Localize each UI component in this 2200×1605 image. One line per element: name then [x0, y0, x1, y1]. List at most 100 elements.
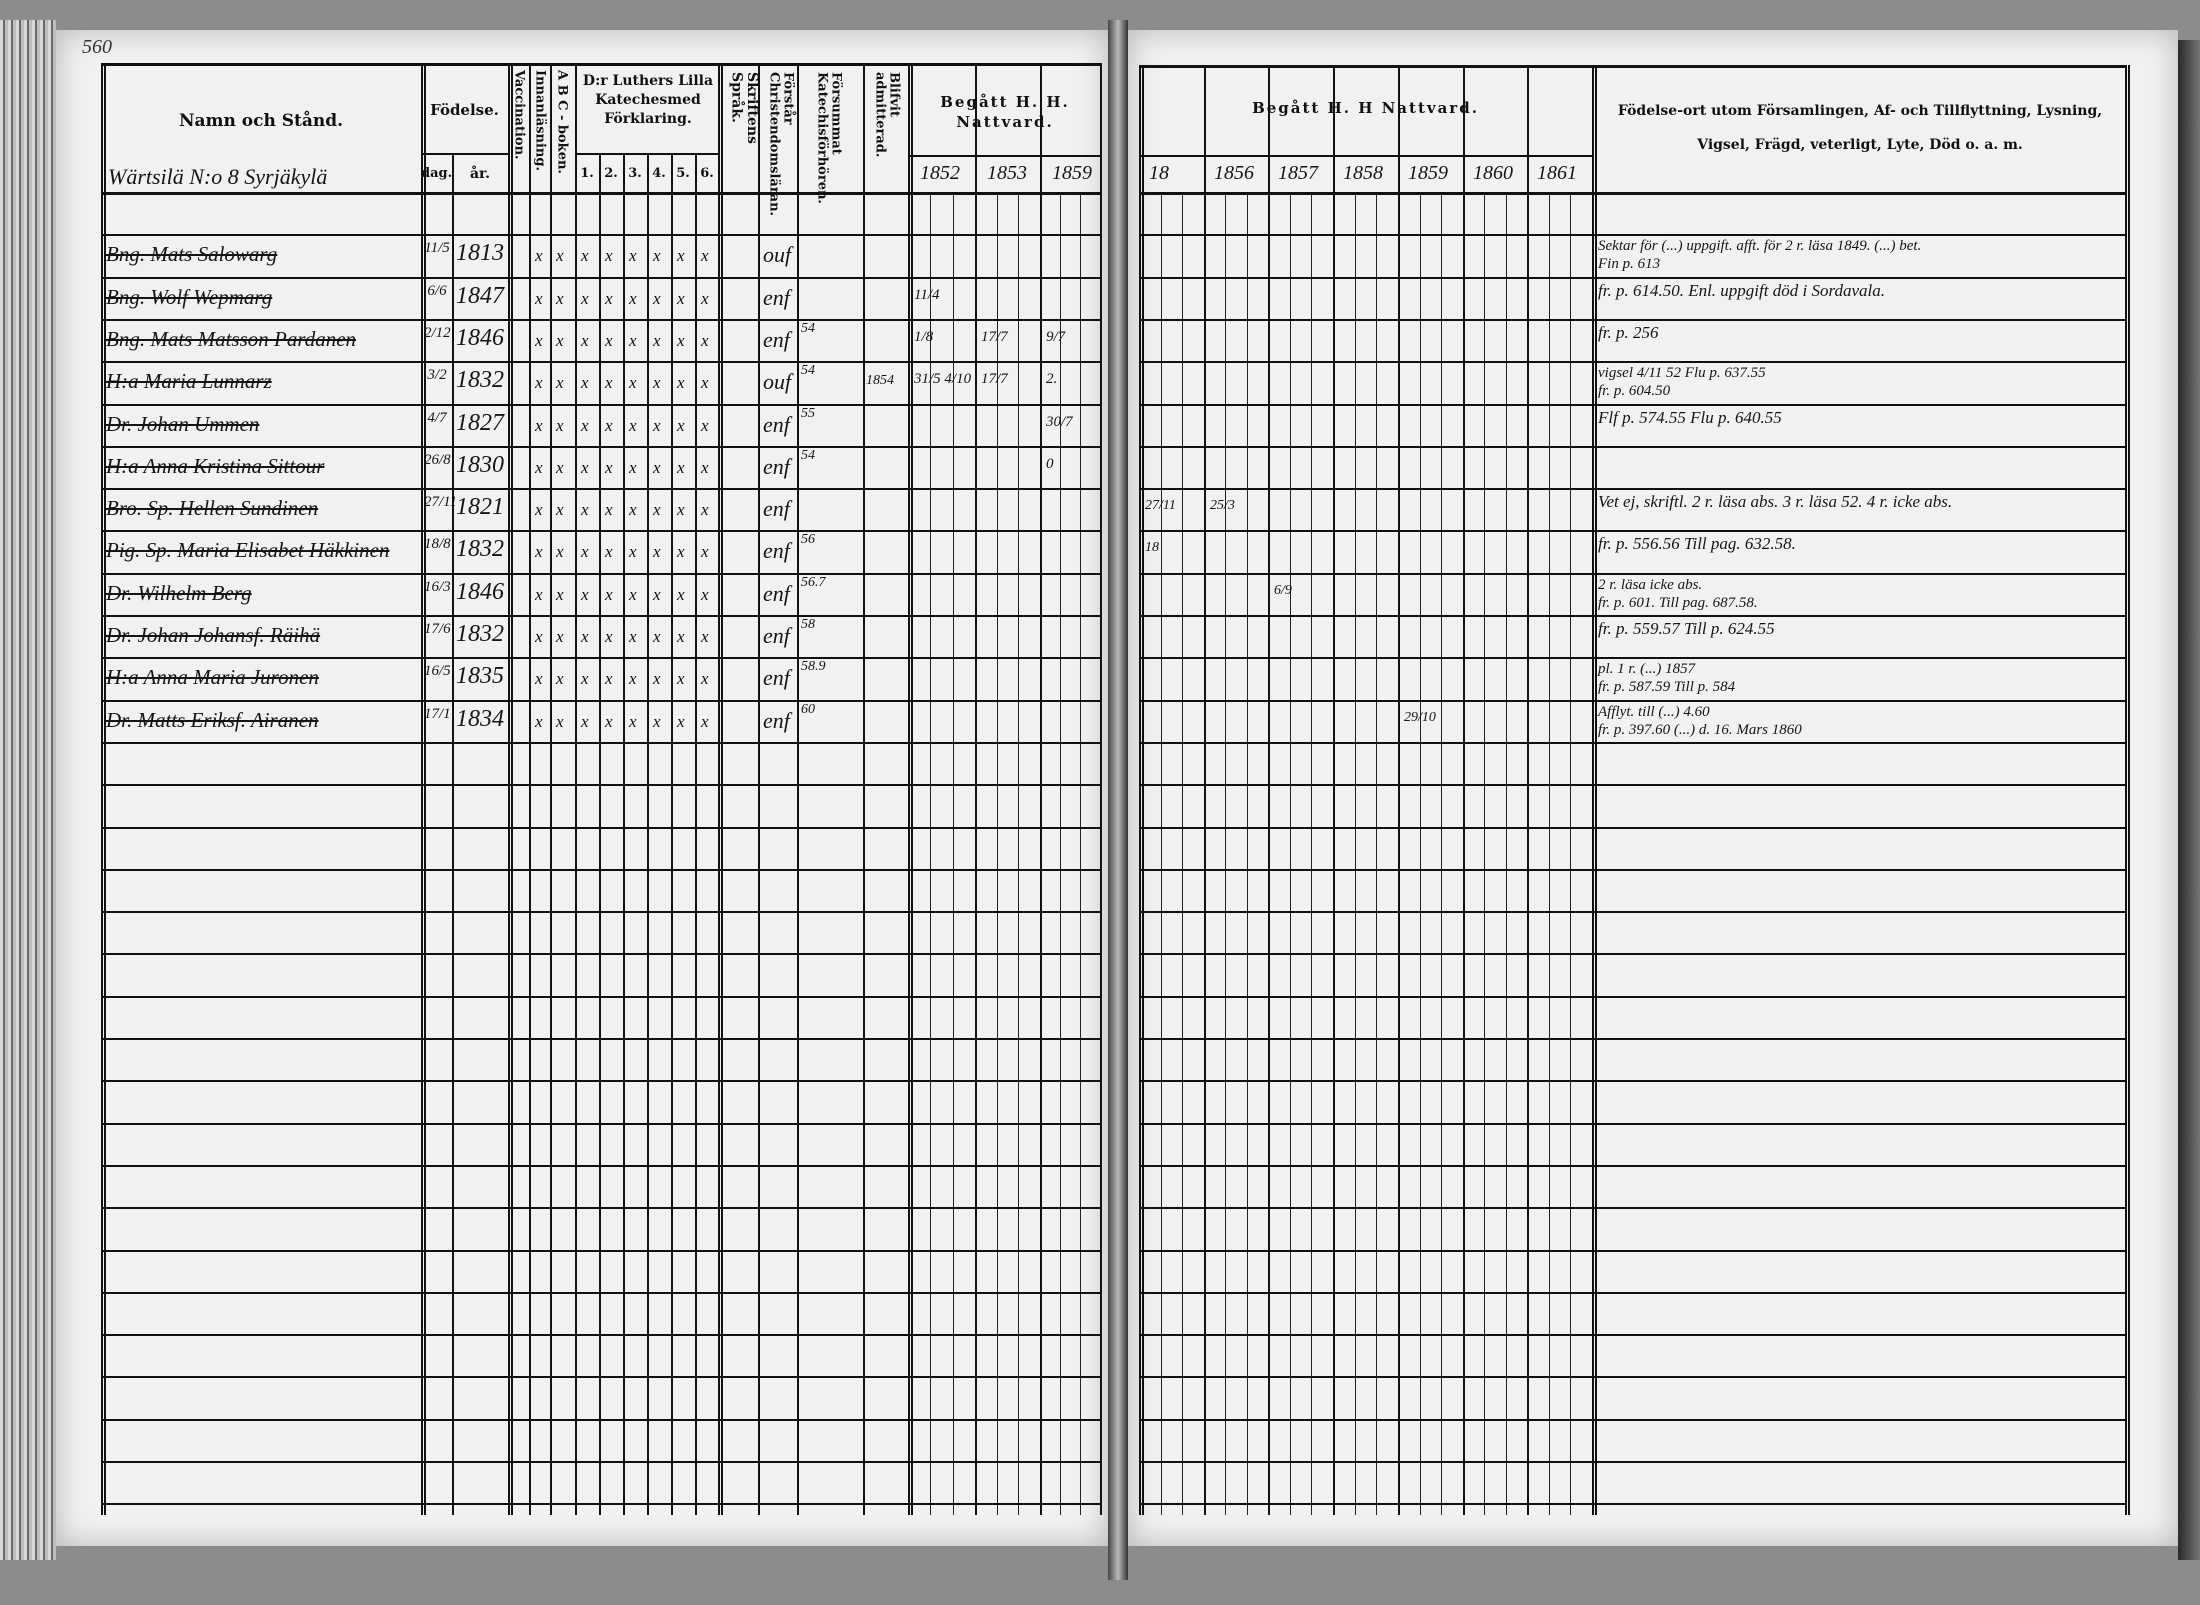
mark: x [605, 627, 613, 646]
mark: x [629, 288, 637, 308]
understands-mark: enf [763, 538, 790, 564]
missed-year: 54 [801, 363, 815, 379]
mark: x [605, 415, 613, 435]
person-name: H:a Anna Kristina Sittour [106, 453, 325, 478]
column-rule [529, 63, 531, 1515]
mark: x [677, 373, 685, 393]
column-rule [1333, 65, 1335, 1515]
mark: x [701, 627, 709, 646]
person-name: H:a Maria Lunnarz [106, 369, 272, 394]
mark: x [701, 500, 709, 520]
row-rule [101, 1080, 1100, 1083]
row-note: fr. p. 397.60 (...) d. 16. Mars 1860 [1598, 721, 1802, 738]
mark: x [677, 627, 685, 646]
mark: x [629, 457, 637, 477]
mark: x [701, 373, 709, 393]
row-note: fr. p. 604.50 [1598, 383, 1671, 400]
birth-day: 16/3 [424, 578, 451, 595]
communion-date: 31/5 4/10 [914, 371, 972, 388]
column-rule [421, 63, 426, 1515]
header-missed: Försummat Katechisförhören. [814, 72, 844, 204]
mark: x [605, 711, 613, 731]
row-rule [101, 276, 1100, 279]
mark: x [556, 627, 564, 646]
row-note: fr. p. 256 [1598, 322, 1659, 342]
mark: x [653, 288, 661, 308]
person-name: Bng. Mats Matsson Pardanen [106, 326, 357, 351]
birth-year: 1830 [456, 451, 504, 478]
missed-year: 54 [801, 447, 815, 463]
birth-year: 1832 [456, 536, 504, 563]
row-rule [1139, 1461, 2125, 1463]
sub-column-rule [1182, 192, 1184, 1515]
column-rule [575, 63, 577, 1515]
column-rule [452, 153, 454, 1515]
row-rule [101, 445, 1100, 448]
birth-day: 6/6 [427, 282, 447, 299]
mark: x [581, 542, 589, 562]
mark: x [556, 415, 564, 435]
header-catechism-part: 5. [676, 166, 690, 181]
birth-year: 1832 [456, 367, 504, 394]
mark: x [677, 246, 685, 266]
row-rule [101, 1164, 1100, 1167]
mark: x [556, 669, 564, 689]
mark: x [556, 500, 564, 520]
row-rule [1139, 699, 2125, 702]
row-rule [1139, 403, 2125, 406]
mark: x [629, 246, 637, 266]
mark: x [653, 246, 661, 266]
row-note: Flf p. 574.55 Flu p. 640.55 [1598, 407, 1782, 427]
birth-year: 1832 [456, 621, 504, 647]
header-communion-year: 1857 [1278, 162, 1318, 184]
person-name: H:a Anna Maria Juronen [106, 665, 319, 690]
row-rule [101, 615, 1100, 617]
mark: x [653, 373, 661, 393]
header-notes-2: Vigsel, Frägd, veterligt, Lyte, Död o. a… [1697, 137, 2023, 153]
column-rule [863, 63, 865, 1515]
column-rule [1527, 65, 1529, 1515]
sub-column-rule [1419, 192, 1421, 1515]
row-rule [1139, 868, 2125, 871]
understands-mark: enf [763, 326, 790, 352]
communion-date: 17/7 [981, 371, 1008, 388]
missed-year: 58 [801, 617, 815, 632]
mark: x [556, 584, 564, 604]
mark: x [535, 500, 543, 520]
mark: x [629, 584, 637, 604]
mark: x [653, 669, 661, 689]
header-understands: Förstår Christendomsläran. [766, 72, 796, 217]
row-rule [101, 318, 1100, 321]
mark: x [556, 711, 564, 731]
sub-column-rule [1160, 192, 1162, 1515]
mark: x [605, 288, 613, 308]
row-rule [1139, 1376, 2125, 1379]
sub-column-rule [1311, 192, 1313, 1515]
person-name: Dr. Wilhelm Berg [106, 580, 252, 605]
birth-day: 11/5 [424, 240, 450, 257]
header-catechism-part: 4. [652, 166, 666, 181]
understands-mark: enf [763, 453, 790, 479]
mark: x [701, 669, 709, 689]
communion-date: 1/8 [914, 328, 934, 345]
column-rule [695, 153, 697, 1515]
sub-column-rule [1289, 192, 1291, 1515]
birth-day: 26/8 [424, 451, 451, 468]
mark: x [581, 246, 589, 266]
birth-year: 1821 [456, 494, 504, 521]
mark: x [629, 500, 637, 520]
top-rule [1139, 65, 2125, 68]
mark: x [535, 627, 543, 646]
mark: x [701, 246, 709, 266]
communion-date: 18 [1145, 540, 1159, 556]
mark: x [677, 584, 685, 604]
row-rule [1139, 192, 2125, 195]
header-communion-year: 1856 [1214, 162, 1254, 184]
communion-date: 17/7 [981, 328, 1008, 345]
row-rule [101, 1249, 1100, 1252]
sub-column-rule [1376, 192, 1378, 1515]
header-communion-left: Begått H. H. Nattvard. [940, 93, 1070, 132]
row-note: fr. p. 601. Till pag. 687.58. [1598, 594, 1758, 611]
column-rule [1592, 65, 1597, 1515]
row-rule [1139, 1503, 2125, 1506]
